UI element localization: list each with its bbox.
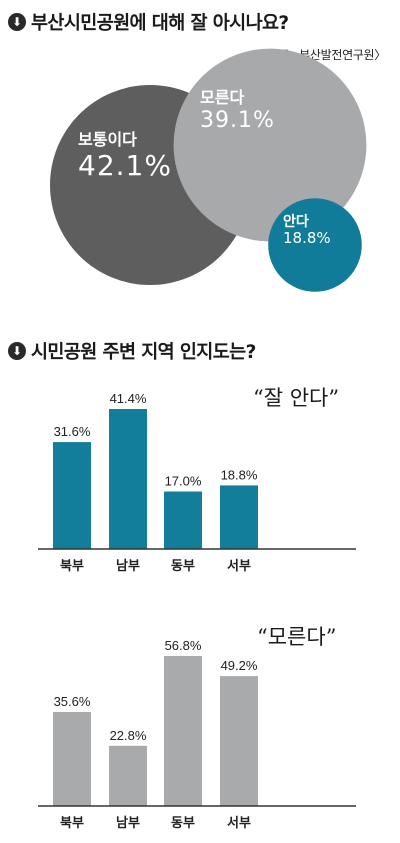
bubble-3: [268, 198, 362, 292]
bubble-value-label: 39.1%: [200, 108, 275, 133]
down-arrow-circle-icon: ⬇: [8, 342, 26, 360]
bar-value-label: 18.8%: [221, 467, 258, 482]
question-header-2: ⬇ 시민공원 주변 지역 인지도는?: [8, 338, 256, 364]
category-label: 남부: [116, 815, 140, 831]
question-header-1: ⬇ 부산시민공원에 대해 잘 아시나요?: [8, 9, 289, 35]
category-label: 서부: [227, 816, 251, 831]
question-title-1: 부산시민공원에 대해 잘 아시나요?: [31, 13, 289, 34]
bar-chart-know: “잘 안다” 31.6% 북부 41.4% 남부 17.0% 동부 18.8% 서부: [38, 386, 356, 574]
bar-동부: [164, 656, 202, 806]
question-title-2: 시민공원 주변 지역 인지도는?: [31, 342, 256, 363]
bar-value-label: 22.8%: [110, 728, 147, 743]
bubble-2: [173, 48, 367, 242]
bar-북부: [53, 712, 91, 806]
category-label: 동부: [171, 559, 195, 574]
bar-동부: [164, 491, 202, 549]
down-arrow-circle-icon: ⬇: [8, 13, 26, 31]
bar-남부: [109, 409, 147, 549]
bubble-value-label: 18.8%: [283, 229, 331, 247]
bar-북부: [53, 442, 91, 549]
bar-value-label: 49.2%: [221, 658, 258, 673]
bar-서부: [220, 676, 258, 806]
bubble-category-label: 안다: [283, 213, 309, 230]
bar-value-label: 35.6%: [54, 694, 91, 709]
bar-chart-dont-know: “모른다” 35.6% 북부 22.8% 남부 56.8% 동부 49.2% 서부: [38, 625, 356, 831]
bar-서부: [220, 485, 258, 549]
bar-value-label: 41.4%: [110, 391, 147, 406]
category-label: 서부: [227, 559, 251, 574]
category-label: 동부: [171, 816, 195, 831]
bar-value-label: 31.6%: [54, 424, 91, 439]
bubble-category-label: 모른다: [200, 88, 244, 107]
bar-value-label: 17.0%: [165, 474, 202, 489]
bubble-value-label: 42.1%: [78, 149, 172, 182]
bar-남부: [109, 745, 147, 806]
category-label: 북부: [60, 816, 84, 831]
category-label: 남부: [116, 558, 140, 574]
bubble-category-label: 보통이다: [78, 130, 137, 149]
chart-annotation: “모른다”: [257, 625, 336, 649]
category-label: 북부: [60, 559, 84, 574]
chart-annotation: “잘 안다”: [253, 386, 339, 410]
bar-value-label: 56.8%: [165, 638, 202, 653]
